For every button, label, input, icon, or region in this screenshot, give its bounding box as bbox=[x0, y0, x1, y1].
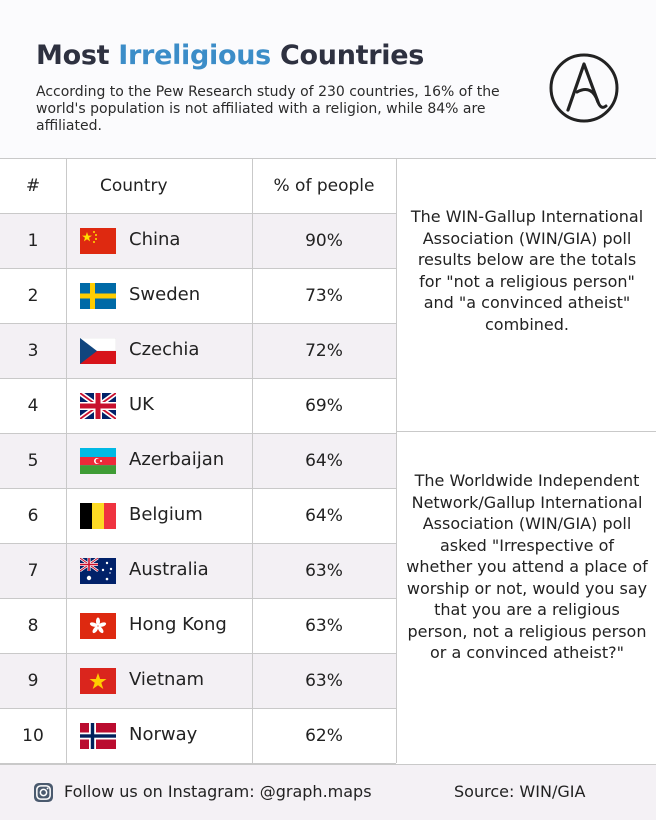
header: Most Irreligious Countries According to … bbox=[0, 0, 656, 158]
instagram-follow-text: Follow us on Instagram: @graph.maps bbox=[64, 782, 372, 801]
header-percent: % of people bbox=[273, 175, 375, 196]
rank-cell: 5 bbox=[27, 450, 39, 471]
country-name: Vietnam bbox=[129, 669, 205, 690]
country-name: Hong Kong bbox=[129, 614, 227, 635]
page-title: Most Irreligious Countries bbox=[36, 40, 424, 71]
country-name: Australia bbox=[129, 559, 209, 580]
title-accent: Irreligious bbox=[118, 40, 271, 71]
grid-line bbox=[252, 158, 253, 763]
sweden-flag-icon bbox=[80, 283, 116, 309]
percent-cell: 72% bbox=[305, 340, 343, 361]
grid-line bbox=[0, 268, 396, 269]
rank-cell: 10 bbox=[22, 725, 44, 746]
country-name: China bbox=[129, 229, 181, 250]
percent-cell: 73% bbox=[305, 285, 343, 306]
percent-cell: 64% bbox=[305, 450, 343, 471]
source-text: Source: WIN/GIA bbox=[454, 782, 586, 801]
grid-line bbox=[66, 158, 67, 763]
country-name: UK bbox=[129, 394, 154, 415]
grid-line bbox=[0, 433, 396, 434]
note-poll-question: The Worldwide Independent Network/Gallup… bbox=[406, 471, 648, 662]
percent-cell: 64% bbox=[305, 505, 343, 526]
grid-line bbox=[0, 158, 656, 159]
rank-cell: 3 bbox=[27, 340, 39, 361]
rank-cell: 8 bbox=[27, 615, 39, 636]
rank-cell: 2 bbox=[27, 285, 39, 306]
grid-line bbox=[0, 543, 396, 544]
country-name: Czechia bbox=[129, 339, 200, 360]
percent-cell: 63% bbox=[305, 670, 343, 691]
belgium-flag-icon bbox=[80, 503, 116, 529]
header-rank: # bbox=[25, 175, 41, 196]
atheism-symbol-icon bbox=[549, 53, 619, 123]
header-country: Country bbox=[100, 175, 168, 196]
percent-cell: 90% bbox=[305, 230, 343, 251]
china-flag-icon bbox=[80, 228, 116, 254]
rank-cell: 9 bbox=[27, 670, 39, 691]
grid-line bbox=[396, 431, 656, 432]
grid-line bbox=[396, 158, 397, 763]
azerbaijan-flag-icon bbox=[80, 448, 116, 474]
country-name: Sweden bbox=[129, 284, 201, 305]
rank-cell: 7 bbox=[27, 560, 39, 581]
percent-cell: 63% bbox=[305, 615, 343, 636]
grid-line bbox=[0, 598, 396, 599]
country-name: Norway bbox=[129, 724, 198, 745]
uk-flag-icon bbox=[80, 393, 116, 419]
country-name: Belgium bbox=[129, 504, 203, 525]
grid-line bbox=[0, 213, 396, 214]
norway-flag-icon bbox=[80, 723, 116, 749]
grid-line bbox=[0, 323, 396, 324]
rank-cell: 6 bbox=[27, 505, 39, 526]
grid-line bbox=[0, 488, 396, 489]
hong-kong-flag-icon bbox=[80, 613, 116, 639]
country-name: Azerbaijan bbox=[129, 449, 225, 470]
australia-flag-icon bbox=[80, 558, 116, 584]
grid-line bbox=[0, 378, 396, 379]
grid-line bbox=[0, 708, 396, 709]
czechia-flag-icon bbox=[80, 338, 116, 364]
footer: Follow us on Instagram: @graph.maps Sour… bbox=[0, 764, 656, 820]
note-win-gallup: The WIN-Gallup International Association… bbox=[410, 207, 644, 334]
instagram-icon bbox=[34, 783, 53, 802]
page-subtitle: According to the Pew Research study of 2… bbox=[36, 84, 500, 134]
grid-line bbox=[0, 763, 396, 764]
percent-cell: 63% bbox=[305, 560, 343, 581]
percent-cell: 62% bbox=[305, 725, 343, 746]
percent-cell: 69% bbox=[305, 395, 343, 416]
grid-line bbox=[0, 653, 396, 654]
rank-cell: 4 bbox=[27, 395, 39, 416]
rank-cell: 1 bbox=[27, 230, 39, 251]
vietnam-flag-icon bbox=[80, 668, 116, 694]
